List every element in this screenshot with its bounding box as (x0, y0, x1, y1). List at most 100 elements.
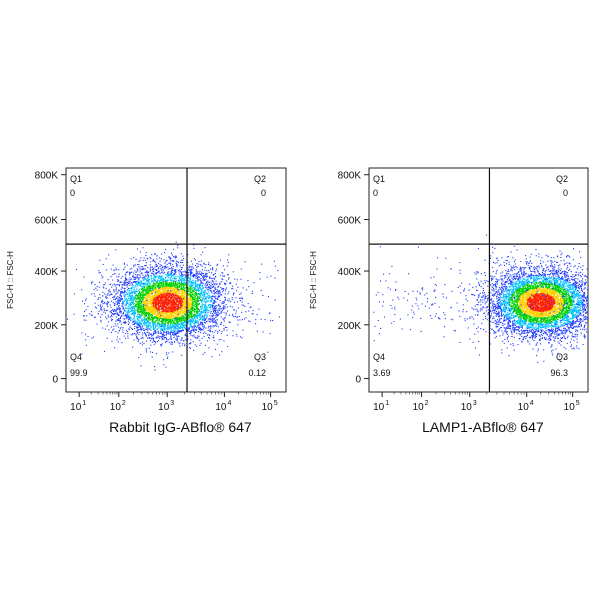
event-point (207, 334, 209, 336)
event-point (145, 322, 147, 324)
event-point (201, 269, 203, 271)
event-point (211, 316, 213, 318)
event-point (96, 289, 98, 291)
event-point (109, 316, 111, 318)
event-point (151, 314, 153, 316)
event-point (152, 306, 154, 308)
event-point (142, 319, 144, 321)
event-point (215, 298, 217, 300)
event-point (203, 326, 205, 328)
event-point (133, 276, 135, 278)
event-point (174, 288, 176, 290)
y-tick-label: 800K (35, 171, 59, 182)
event-point (209, 276, 211, 278)
event-point (168, 313, 170, 315)
event-point (114, 285, 116, 287)
event-point (158, 325, 160, 327)
event-point (100, 307, 102, 309)
event-point (151, 304, 153, 306)
event-point (128, 300, 130, 302)
event-point (175, 262, 177, 264)
event-point (145, 348, 147, 350)
event-point (208, 262, 210, 264)
event-point (134, 278, 136, 280)
event-point (179, 327, 181, 329)
event-point (217, 291, 219, 293)
event-point (159, 260, 161, 262)
event-point (178, 319, 180, 321)
event-point (179, 330, 181, 332)
event-point (123, 296, 125, 298)
event-point (183, 325, 185, 327)
event-point (151, 356, 153, 358)
event-point (122, 305, 124, 307)
plot-frame (65, 167, 287, 393)
event-point (222, 275, 224, 277)
event-point (141, 336, 143, 338)
event-point (231, 297, 233, 299)
event-point (173, 298, 175, 300)
event-point (115, 313, 117, 315)
event-point (189, 303, 191, 305)
event-point (156, 285, 158, 287)
event-point (212, 268, 214, 270)
event-point (139, 317, 141, 319)
event-point (147, 279, 149, 281)
event-point (144, 321, 146, 323)
event-point (120, 277, 122, 279)
event-point (185, 318, 187, 320)
event-point (133, 281, 135, 283)
event-point (198, 289, 200, 291)
event-point (162, 308, 164, 310)
event-point (127, 306, 129, 308)
event-point (99, 272, 101, 274)
event-point (145, 334, 147, 336)
event-point (104, 282, 106, 284)
event-point (274, 277, 276, 279)
event-point (180, 307, 182, 309)
event-point (123, 283, 125, 285)
event-point (167, 309, 169, 311)
event-point (100, 304, 102, 306)
event-point (201, 314, 203, 316)
event-point (196, 263, 198, 265)
event-point (162, 287, 164, 289)
event-point (181, 307, 183, 309)
event-point (147, 299, 149, 301)
event-point (153, 286, 155, 288)
event-point (154, 266, 156, 268)
event-point (92, 281, 94, 283)
event-point (225, 282, 227, 284)
event-point (134, 264, 136, 266)
event-point (240, 278, 242, 280)
event-point (159, 335, 161, 337)
event-point (168, 327, 170, 329)
event-point (197, 273, 199, 275)
event-point (93, 293, 95, 295)
event-point (162, 269, 164, 271)
event-point (191, 294, 193, 296)
event-point (187, 287, 189, 289)
event-point (141, 295, 143, 297)
event-point (188, 289, 190, 291)
event-point (197, 307, 199, 309)
event-point (175, 280, 177, 282)
event-point (156, 304, 158, 306)
event-point (161, 291, 163, 293)
event-point (126, 300, 128, 302)
event-point (180, 296, 182, 298)
event-point (191, 284, 193, 286)
event-point (128, 297, 130, 299)
event-point (161, 276, 163, 278)
event-point (145, 289, 147, 291)
event-point (189, 304, 191, 306)
event-point (151, 302, 153, 304)
event-point (121, 292, 123, 294)
event-point (216, 268, 218, 270)
event-point (115, 284, 117, 286)
event-point (148, 276, 150, 278)
event-point (178, 308, 180, 310)
event-point (180, 283, 182, 285)
event-point (139, 274, 141, 276)
event-point (168, 271, 170, 273)
